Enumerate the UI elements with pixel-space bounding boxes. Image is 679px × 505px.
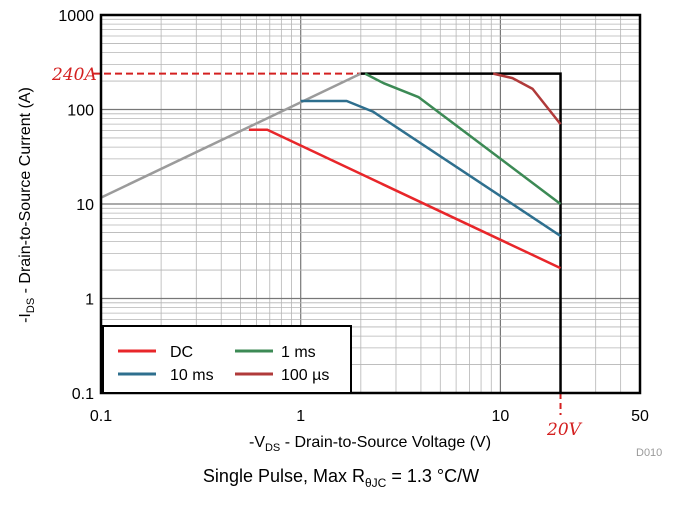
figure-id: D010 (636, 447, 662, 459)
chart-caption: Single Pulse, Max RθJC = 1.3 °C/W (203, 466, 479, 490)
legend-label-10ms: 10 ms (170, 367, 214, 384)
series-line-1ms (364, 72, 562, 205)
voltage-limit-annotation: 20V (546, 420, 583, 440)
y-tick-label: 0.1 (72, 386, 94, 403)
x-tick-label: 0.1 (90, 408, 112, 425)
grid (101, 15, 641, 393)
current-limit-annotation: 240A (51, 65, 97, 85)
legend-label-dc: DC (170, 344, 193, 361)
x-tick-label: 1 (296, 408, 305, 425)
rdson-limit (100, 72, 362, 199)
legend: DC 10 ms 1 ms 100 µs (102, 325, 352, 394)
y-tick-label: 1000 (58, 8, 94, 25)
x-tick-labels: 0.1 1 10 50 (90, 408, 649, 425)
series-line-10ms (300, 99, 562, 237)
y-tick-label: 100 (67, 103, 94, 120)
legend-box (102, 325, 352, 394)
y-tick-label: 10 (76, 197, 94, 214)
series-line-dc (248, 128, 562, 270)
y-axis-label: -IDS - Drain-to-Source Current (A) (17, 87, 37, 323)
y-tick-label: 1 (85, 292, 94, 309)
legend-label-1ms: 1 ms (281, 344, 316, 361)
soa-boundary-line (360, 72, 562, 393)
plot-border (99, 13, 642, 395)
legend-label-100us: 100 µs (281, 367, 329, 384)
plot-frame (99, 13, 642, 395)
x-tick-label: 50 (631, 408, 649, 425)
x-tick-label: 10 (492, 408, 510, 425)
series-line-100s (492, 72, 562, 125)
rdson-limit-line (100, 72, 362, 199)
limit-guide-lines (93, 72, 562, 415)
series-lines (248, 72, 562, 393)
y-tick-labels: 0.1 1 10 100 1000 (58, 8, 94, 403)
x-axis-label: -VDS - Drain-to-Source Voltage (V) (249, 434, 491, 454)
